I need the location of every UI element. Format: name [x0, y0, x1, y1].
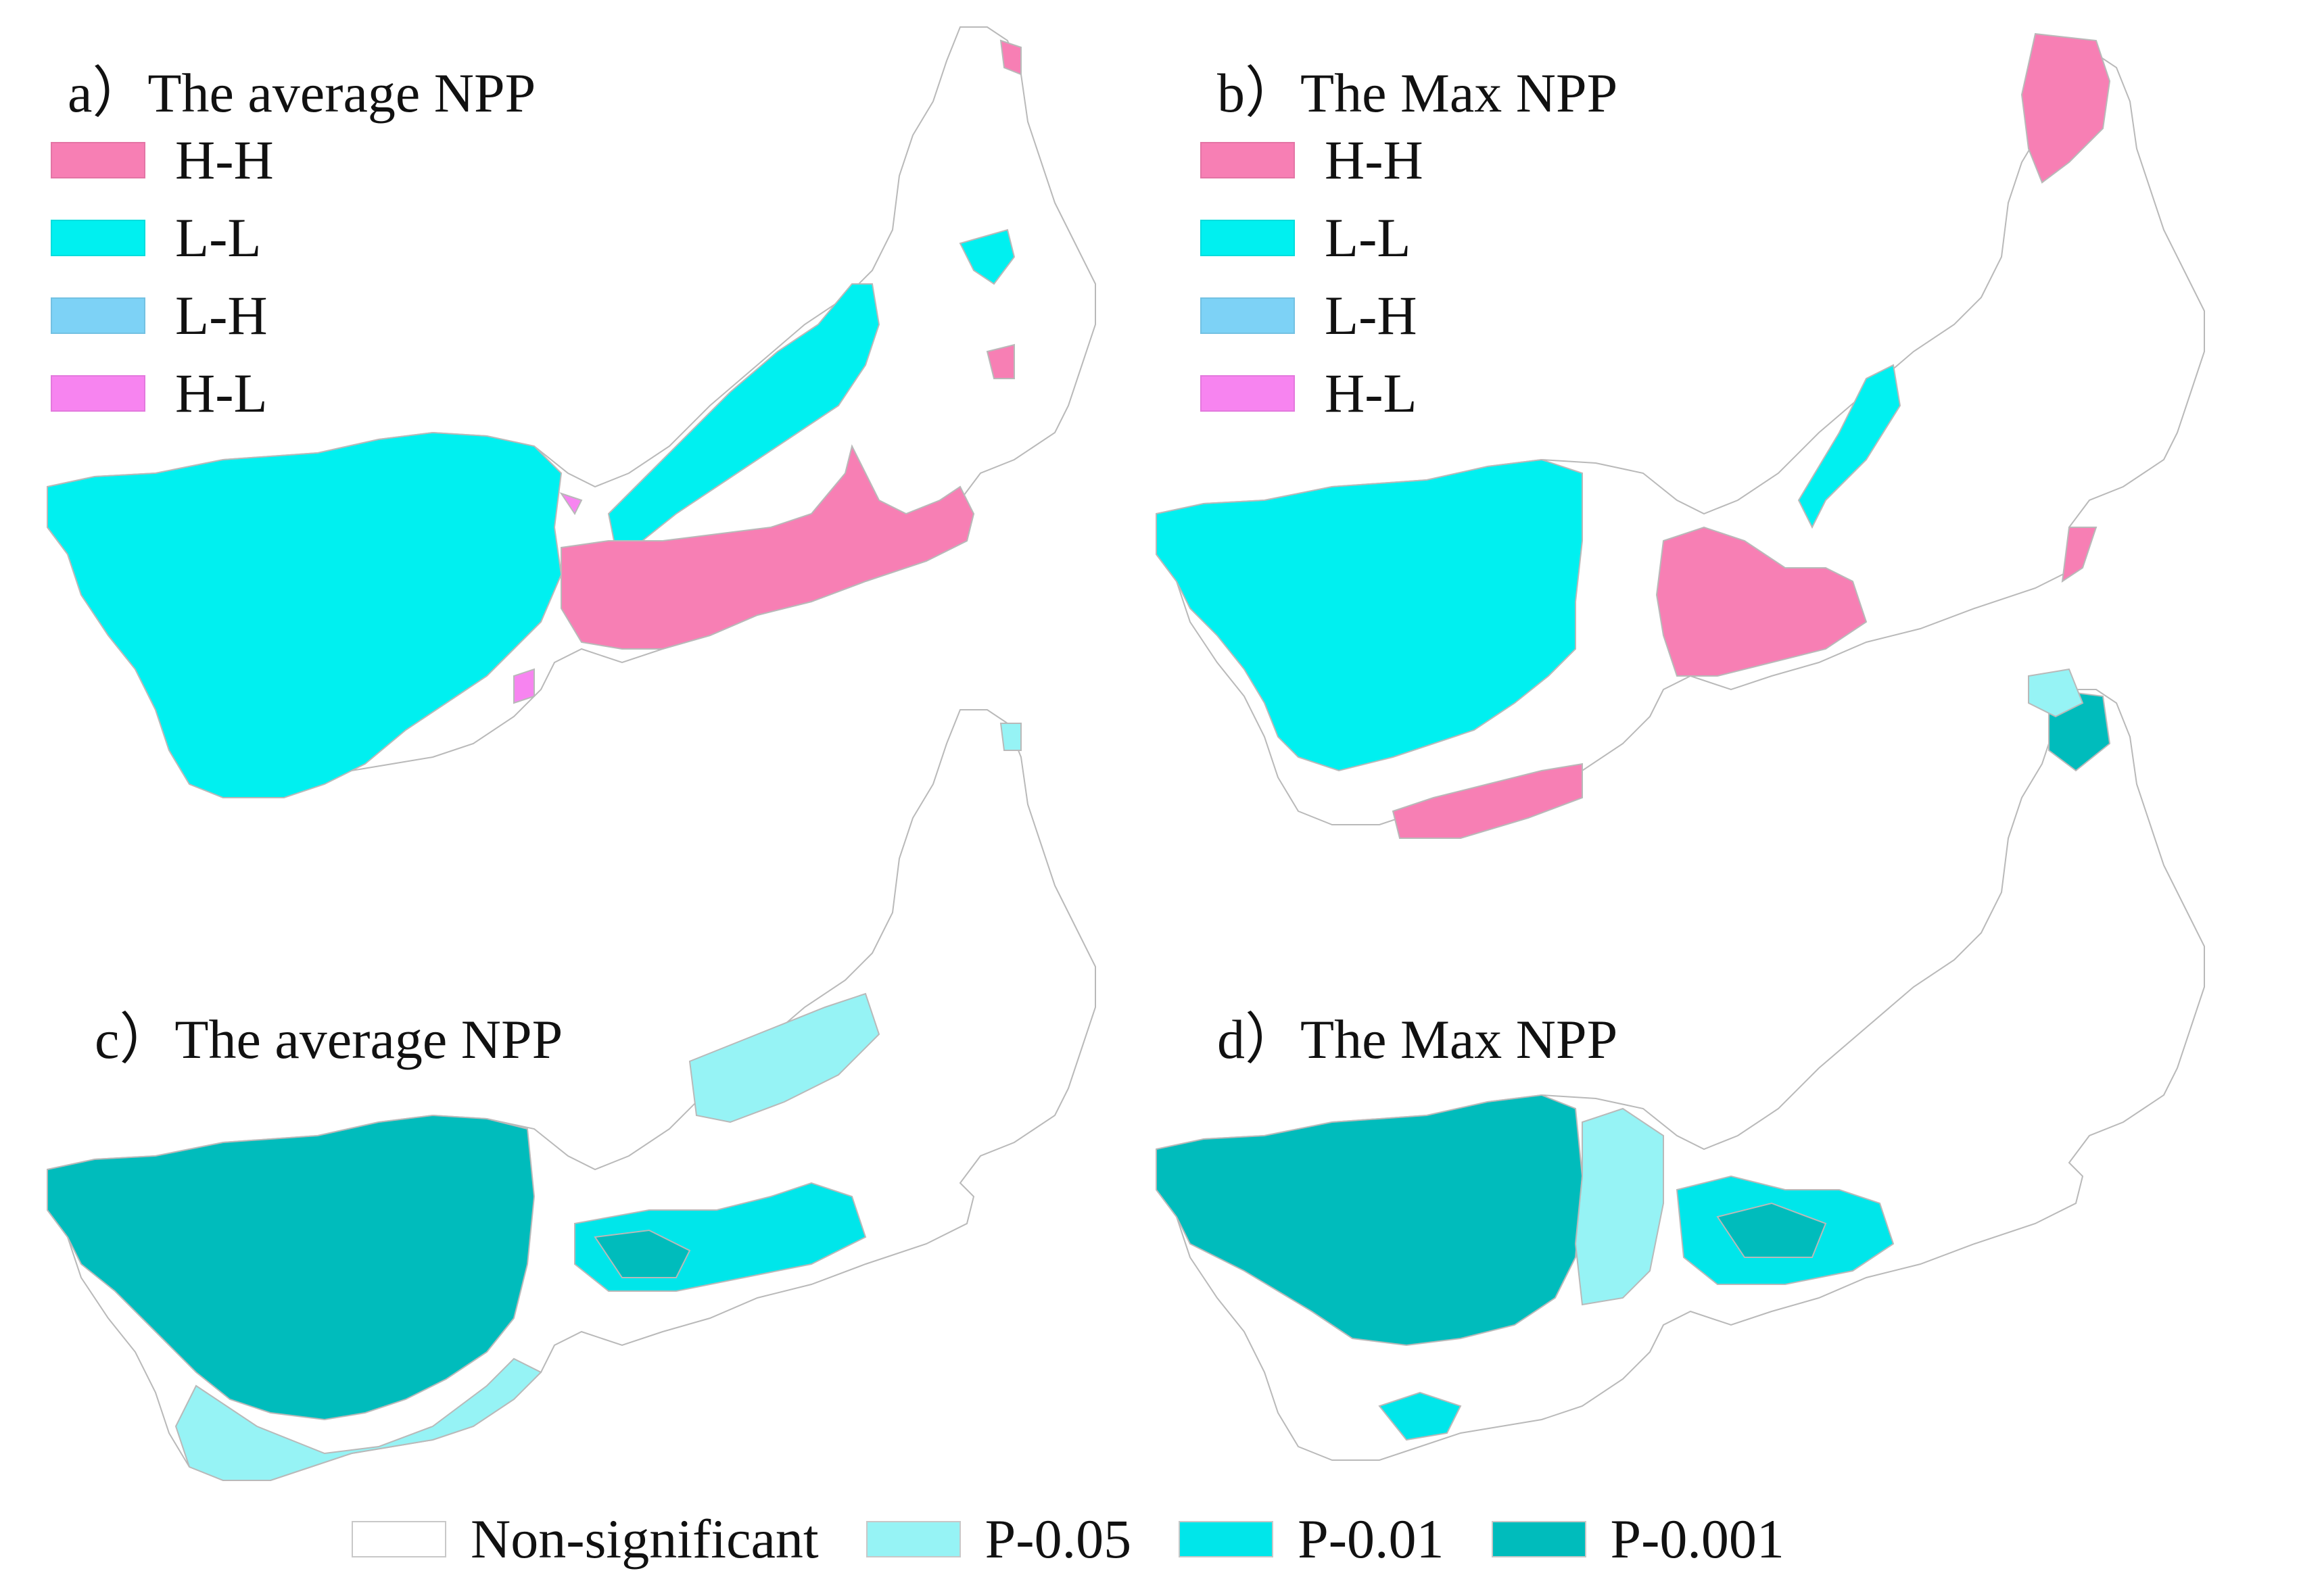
panel-c-title: c）The average NPP [95, 1009, 563, 1070]
legend-p001: P-0.01 [1179, 1507, 1444, 1571]
panel-b-ll-north-strip [1797, 364, 1901, 529]
legend-a-lh: L-H [51, 284, 268, 347]
panel-b-map [1156, 32, 2205, 839]
panel-c-p005-north [688, 992, 880, 1123]
panel-d-p001-south [1378, 1391, 1462, 1441]
legend-a-lh-label: L-H [175, 285, 268, 346]
legend-b-hl-swatch [1200, 375, 1295, 412]
panel-c-p005-ne [999, 723, 1022, 751]
panel-c-p0001-band [594, 1229, 691, 1278]
legend-p001-swatch [1179, 1521, 1274, 1557]
legend-b-ll-swatch [1200, 220, 1295, 256]
legend-b-hh-label: H-H [1325, 129, 1423, 191]
panel-a-ll-west [47, 431, 563, 798]
panel-d-title: d）The Max NPP [1217, 1009, 1618, 1070]
legend-a-ll-swatch [51, 220, 145, 256]
legend-b-hh-swatch [1200, 142, 1295, 178]
panel-a-hh-northeast [999, 39, 1022, 76]
legend-p0001-label: P-0.001 [1610, 1508, 1784, 1570]
panel-a-title: a）The average NPP [68, 62, 536, 124]
legend-p005-label: P-0.05 [985, 1508, 1132, 1570]
significance-legend: Non-significant P-0.05 P-0.01 P-0.001 [352, 1507, 1832, 1571]
legend-b-ll: L-L [1200, 206, 1411, 270]
legend-a-hh-label: H-H [175, 129, 274, 191]
panel-b-ll-west [1156, 458, 1583, 772]
legend-b-hl-label: H-L [1325, 362, 1417, 424]
panel-d-p005-ne [2028, 668, 2084, 718]
legend-non-significant-swatch [352, 1521, 446, 1557]
panel-a-hl-south [513, 668, 535, 704]
legend-a-hl-label: H-L [175, 362, 268, 424]
panel-b-hh-south [1392, 763, 1583, 839]
panel-c-p005-south [174, 1357, 542, 1481]
legend-b-hl: H-L [1200, 362, 1417, 425]
panel-c-map [47, 709, 1096, 1481]
legend-a-hh-swatch [51, 142, 145, 178]
panel-a-ll-north [607, 283, 880, 549]
panel-b-title: b）The Max NPP [1217, 62, 1618, 124]
legend-a-ll: L-L [51, 206, 261, 270]
legend-a-ll-label: L-L [175, 207, 262, 268]
panel-b-hh-center [1655, 526, 1868, 677]
legend-non-significant-label: Non-significant [471, 1508, 819, 1570]
panel-a-ll-ne-strip [959, 228, 1016, 285]
legend-p0001: P-0.001 [1491, 1507, 1784, 1571]
panel-d-p0001-band [1716, 1202, 1827, 1258]
panel-d-p0001-west [1156, 1094, 1584, 1347]
legend-a-hh: H-H [51, 128, 274, 192]
legend-a-hl-swatch [51, 375, 145, 412]
panel-b-hh-north [2020, 32, 2111, 184]
legend-b-lh-label: L-H [1325, 285, 1417, 346]
panel-a-hl-mid [559, 492, 583, 515]
panel-c-p0001-west [47, 1114, 536, 1421]
legend-b-hh: H-H [1200, 128, 1423, 192]
legend-a-hl: H-L [51, 362, 268, 425]
legend-p0001-swatch [1491, 1521, 1586, 1557]
panel-b-hh-east [2061, 527, 2098, 583]
legend-b-lh-swatch [1200, 297, 1295, 334]
panel-d-map [1156, 668, 2205, 1461]
legend-p005-swatch [866, 1521, 961, 1557]
legend-non-significant: Non-significant [352, 1507, 819, 1571]
panel-a-hh-east [986, 343, 1015, 379]
legend-p001-label: P-0.01 [1298, 1508, 1444, 1570]
legend-p005: P-0.05 [866, 1507, 1131, 1571]
panel-d-p005-mid [1574, 1107, 1664, 1306]
legend-b-ll-label: L-L [1325, 207, 1411, 268]
panel-a-hh-band [561, 444, 975, 650]
legend-a-lh-swatch [51, 297, 145, 334]
panel-a-map [47, 26, 1096, 798]
legend-b-lh: L-H [1200, 284, 1417, 347]
